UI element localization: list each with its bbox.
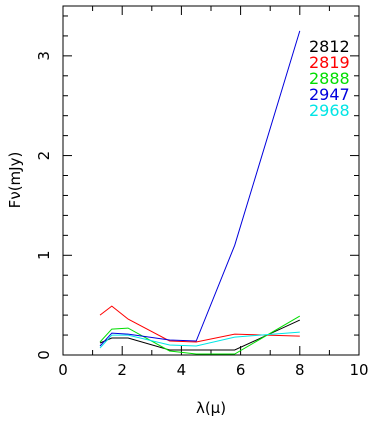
series-line-2888 xyxy=(99,315,301,355)
legend-label-2812: 2812 xyxy=(309,37,350,56)
y-tick-label: 0 xyxy=(35,350,53,360)
y-tick-label: 1 xyxy=(35,251,53,261)
x-axis-label: λ(μ) xyxy=(196,399,226,417)
x-tick-label: 2 xyxy=(117,361,127,379)
y-tick-label: 3 xyxy=(35,51,53,61)
series-line-2947 xyxy=(99,30,301,347)
legend-label-2888: 2888 xyxy=(309,69,350,88)
axis-tick-labels: 0 2 4 6 8 10 0 1 2 3 xyxy=(35,51,369,379)
series-lines xyxy=(99,30,301,355)
x-tick-label: 0 xyxy=(58,361,68,379)
series-line-2968 xyxy=(99,331,300,349)
series-line-2819 xyxy=(99,305,300,343)
series-line-2812 xyxy=(99,319,301,351)
x-tick-label: 8 xyxy=(295,361,305,379)
y-axis-label: Fν(mJy) xyxy=(6,152,24,209)
legend-label-2819: 2819 xyxy=(309,53,350,72)
y-tick-label: 2 xyxy=(35,151,53,161)
x-tick-label: 6 xyxy=(236,361,246,379)
legend-label-2947: 2947 xyxy=(309,85,350,104)
x-tick-label: 10 xyxy=(349,361,368,379)
legend-label-2968: 2968 xyxy=(309,101,350,120)
x-tick-label: 4 xyxy=(177,361,187,379)
